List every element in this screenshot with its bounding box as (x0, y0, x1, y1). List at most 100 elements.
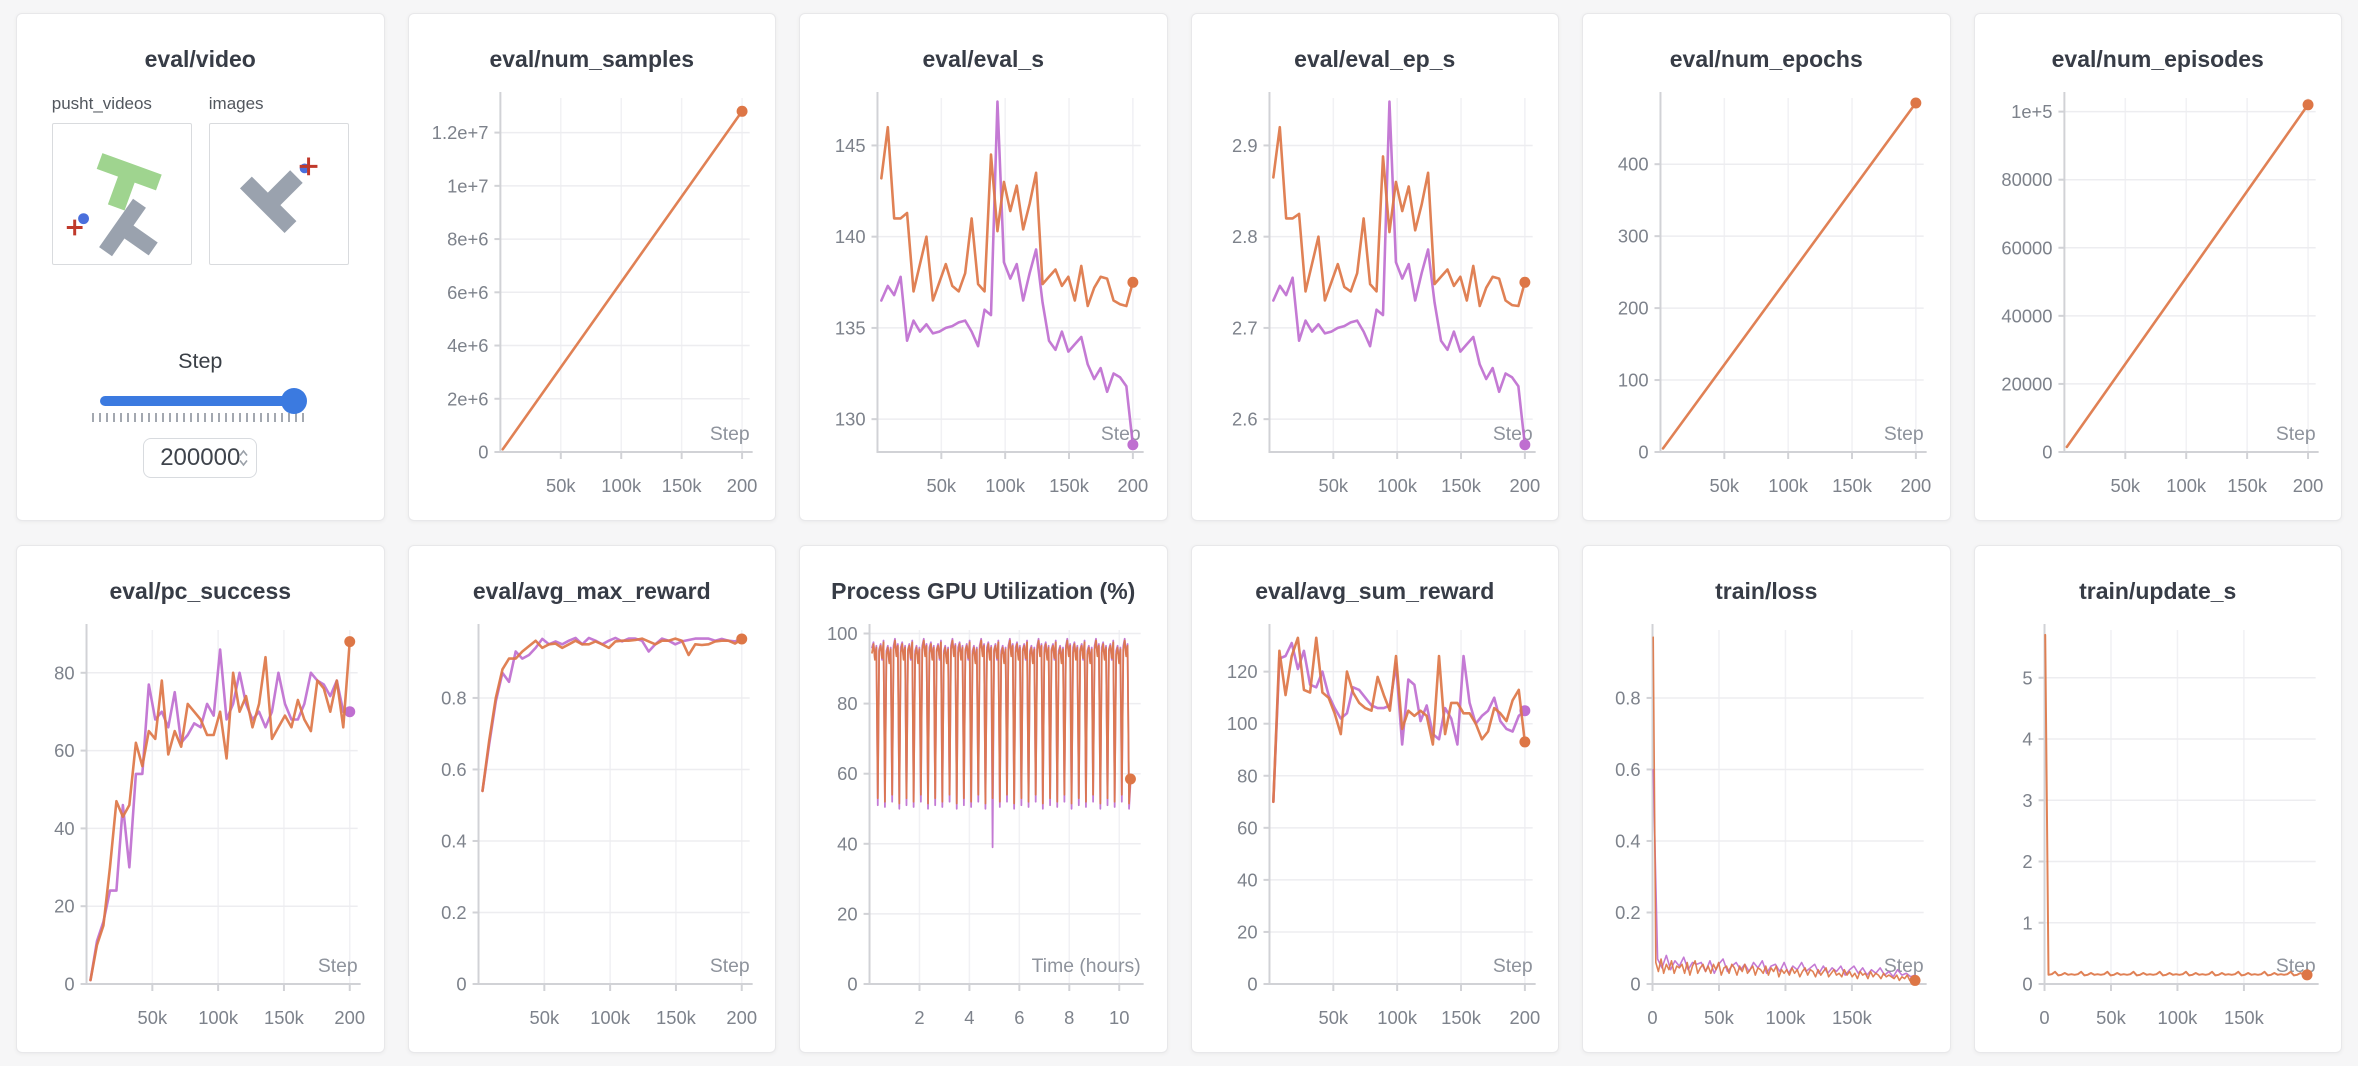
panel-train-update-s: train/update_s 0 1 2 3 4 5 0 50k 100k 150k Step (1973, 545, 2342, 1053)
svg-text:40000: 40000 (2001, 305, 2052, 326)
panel-eval-video: eval/video pusht_videos images (16, 13, 385, 521)
chart-title: eval/num_samples (489, 46, 695, 72)
chevron-down-icon[interactable] (238, 459, 249, 468)
svg-text:150k: 150k (656, 1007, 697, 1028)
svg-text:400: 400 (1618, 154, 1649, 175)
svg-text:200: 200 (1901, 475, 1932, 496)
svg-text:6: 6 (1014, 1007, 1024, 1028)
step-slider-handle[interactable] (281, 388, 308, 414)
svg-text:0: 0 (1638, 441, 1648, 462)
svg-text:150k: 150k (1441, 475, 1482, 496)
target-cross-icon (66, 219, 83, 236)
svg-text:0.6: 0.6 (1615, 759, 1641, 780)
line-chart-num-episodes[interactable]: 0 20000 40000 60000 80000 1e+5 50k 100k 150k 200 S… (1975, 82, 2342, 521)
svg-text:Step: Step (2275, 423, 2315, 445)
target-cross-icon (299, 157, 318, 176)
svg-text:100k: 100k (590, 1007, 631, 1028)
images-thumbnail[interactable] (208, 123, 349, 265)
panel-train-loss: train/loss 0 0.2 0.4 0.6 0.8 0 50k 100k 150k Step (1582, 545, 1951, 1053)
svg-text:Step: Step (1492, 955, 1532, 977)
svg-text:100k: 100k (601, 475, 642, 496)
svg-text:40: 40 (837, 833, 857, 854)
line-chart-pc-success[interactable]: 0 20 40 60 80 50k 100k 150k 200 Step (17, 614, 384, 1053)
svg-text:4: 4 (2022, 728, 2032, 749)
chart-title: eval/eval_ep_s (1294, 46, 1456, 72)
svg-text:4: 4 (964, 1007, 974, 1028)
panel-title: eval/video (144, 46, 256, 72)
svg-text:Step: Step (709, 423, 749, 445)
svg-text:40: 40 (1237, 869, 1257, 890)
svg-text:200: 200 (1618, 298, 1649, 319)
svg-text:50k: 50k (1318, 1007, 1348, 1028)
svg-text:150k: 150k (1441, 1007, 1482, 1028)
panel-eval-eval-s: eval/eval_s 130 135 140 145 50k 100k 150k 200 St… (799, 13, 1168, 521)
svg-text:2.8: 2.8 (1232, 226, 1258, 247)
svg-text:Step: Step (1884, 955, 1924, 977)
svg-text:0.6: 0.6 (441, 759, 467, 780)
svg-text:50k: 50k (2096, 1007, 2126, 1028)
svg-text:2e+6: 2e+6 (447, 388, 488, 409)
svg-text:Step: Step (709, 955, 749, 977)
svg-text:2.7: 2.7 (1232, 317, 1258, 338)
chart-title: train/loss (1715, 578, 1818, 604)
svg-text:0.2: 0.2 (441, 902, 467, 923)
svg-text:80: 80 (1237, 765, 1257, 786)
svg-text:150k: 150k (2224, 1007, 2265, 1028)
step-slider[interactable] (100, 388, 308, 414)
svg-text:0: 0 (1647, 1007, 1657, 1028)
svg-text:135: 135 (835, 317, 866, 338)
line-chart-num-epochs[interactable]: 0 100 200 300 400 50k 100k 150k 200 Step (1583, 82, 1950, 521)
chart-title: eval/avg_max_reward (472, 578, 711, 604)
svg-text:0: 0 (2022, 973, 2032, 994)
svg-text:150k: 150k (2227, 475, 2268, 496)
svg-text:60: 60 (54, 740, 74, 761)
svg-text:10: 10 (1109, 1007, 1129, 1028)
line-chart-gpu-utilization[interactable]: 0 20 40 60 80 100 2 4 6 8 10 Time (hours) (800, 614, 1167, 1053)
svg-text:0: 0 (478, 441, 488, 462)
svg-text:50k: 50k (1704, 1007, 1734, 1028)
panel-gpu-utilization: Process GPU Utilization (%) 0 20 40 60 80 100… (799, 545, 1168, 1053)
svg-text:100k: 100k (198, 1007, 239, 1028)
line-chart-avg-max-reward[interactable]: 0 0.2 0.4 0.6 0.8 50k 100k 150k 200 Step (409, 614, 776, 1053)
step-value[interactable]: 200000 (160, 444, 241, 471)
panel-eval-avg-max-reward: eval/avg_max_reward 0 0.2 0.4 0.6 0.8 50k 100k… (407, 545, 776, 1053)
svg-text:0: 0 (456, 973, 466, 994)
svg-text:0: 0 (64, 973, 74, 994)
agent-dot (77, 213, 89, 225)
line-chart-avg-sum-reward[interactable]: 0 20 40 60 80 100 120 50k 100k 150k 200 Step (1192, 614, 1559, 1053)
svg-text:120: 120 (1226, 661, 1257, 682)
svg-text:200: 200 (2292, 475, 2323, 496)
svg-text:Time (hours): Time (hours) (1032, 955, 1141, 977)
panel-eval-pc-success: eval/pc_success 0 20 40 60 80 50k 100k 150k 200 S… (16, 545, 385, 1053)
line-chart-num-samples[interactable]: 0 2e+6 4e+6 6e+6 8e+6 1e+7 1.2e+7 50k 100k 150k 20… (409, 82, 776, 521)
svg-text:0: 0 (847, 973, 857, 994)
svg-text:150k: 150k (661, 475, 702, 496)
svg-text:50k: 50k (529, 1007, 559, 1028)
svg-text:100k: 100k (1766, 1007, 1807, 1028)
stepper-arrows[interactable] (238, 449, 249, 468)
line-chart-train-loss[interactable]: 0 0.2 0.4 0.6 0.8 0 50k 100k 150k Step (1583, 614, 1950, 1053)
svg-text:200: 200 (726, 475, 757, 496)
svg-text:100k: 100k (2157, 1007, 2198, 1028)
svg-text:0: 0 (2039, 1007, 2049, 1028)
svg-text:150k: 150k (264, 1007, 305, 1028)
svg-text:0.4: 0.4 (441, 830, 467, 851)
step-number-input[interactable]: 200000 (143, 438, 258, 478)
chevron-up-icon[interactable] (238, 449, 249, 458)
pusht-video-thumbnail[interactable] (51, 123, 192, 265)
svg-text:200: 200 (334, 1007, 365, 1028)
svg-text:0.4: 0.4 (1615, 830, 1641, 851)
svg-text:50k: 50k (546, 475, 576, 496)
svg-text:50k: 50k (138, 1007, 168, 1028)
svg-text:20: 20 (1237, 921, 1257, 942)
svg-text:200: 200 (1118, 475, 1149, 496)
chart-title: Process GPU Utilization (%) (831, 578, 1136, 604)
svg-text:1e+7: 1e+7 (447, 175, 488, 196)
svg-text:20000: 20000 (2001, 373, 2052, 394)
svg-text:60: 60 (837, 763, 857, 784)
svg-text:0.8: 0.8 (1615, 687, 1641, 708)
